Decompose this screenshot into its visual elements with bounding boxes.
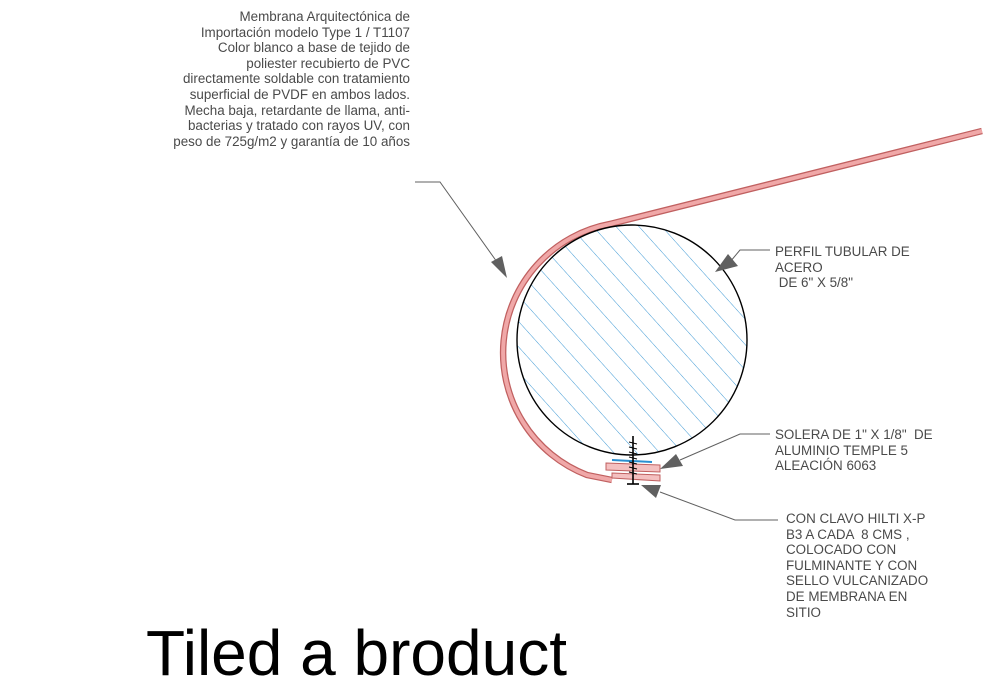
- clavo-note: CON CLAVO HILTI X-P B3 A CADA 8 CMS , CO…: [786, 511, 929, 620]
- detail-drawing: [415, 127, 983, 521]
- leader-membrane: [415, 181, 507, 278]
- membrane-note: Membrana Arquitectónica de Importación m…: [173, 9, 410, 149]
- steel-tube: [516, 224, 748, 456]
- leader-clavo: [641, 485, 778, 521]
- bottom-title: Tiled a broduct: [146, 617, 567, 689]
- membrane-fill: [501, 129, 983, 482]
- tube-note: PERFIL TUBULAR DE ACERO DE 6" X 5/8": [775, 244, 910, 291]
- solera-note: SOLERA DE 1" X 1/8" DE ALUMINIO TEMPLE 5…: [775, 427, 933, 474]
- leader-solera: [660, 433, 770, 469]
- hilti-nail: [627, 436, 639, 485]
- leader-tube: [715, 249, 770, 272]
